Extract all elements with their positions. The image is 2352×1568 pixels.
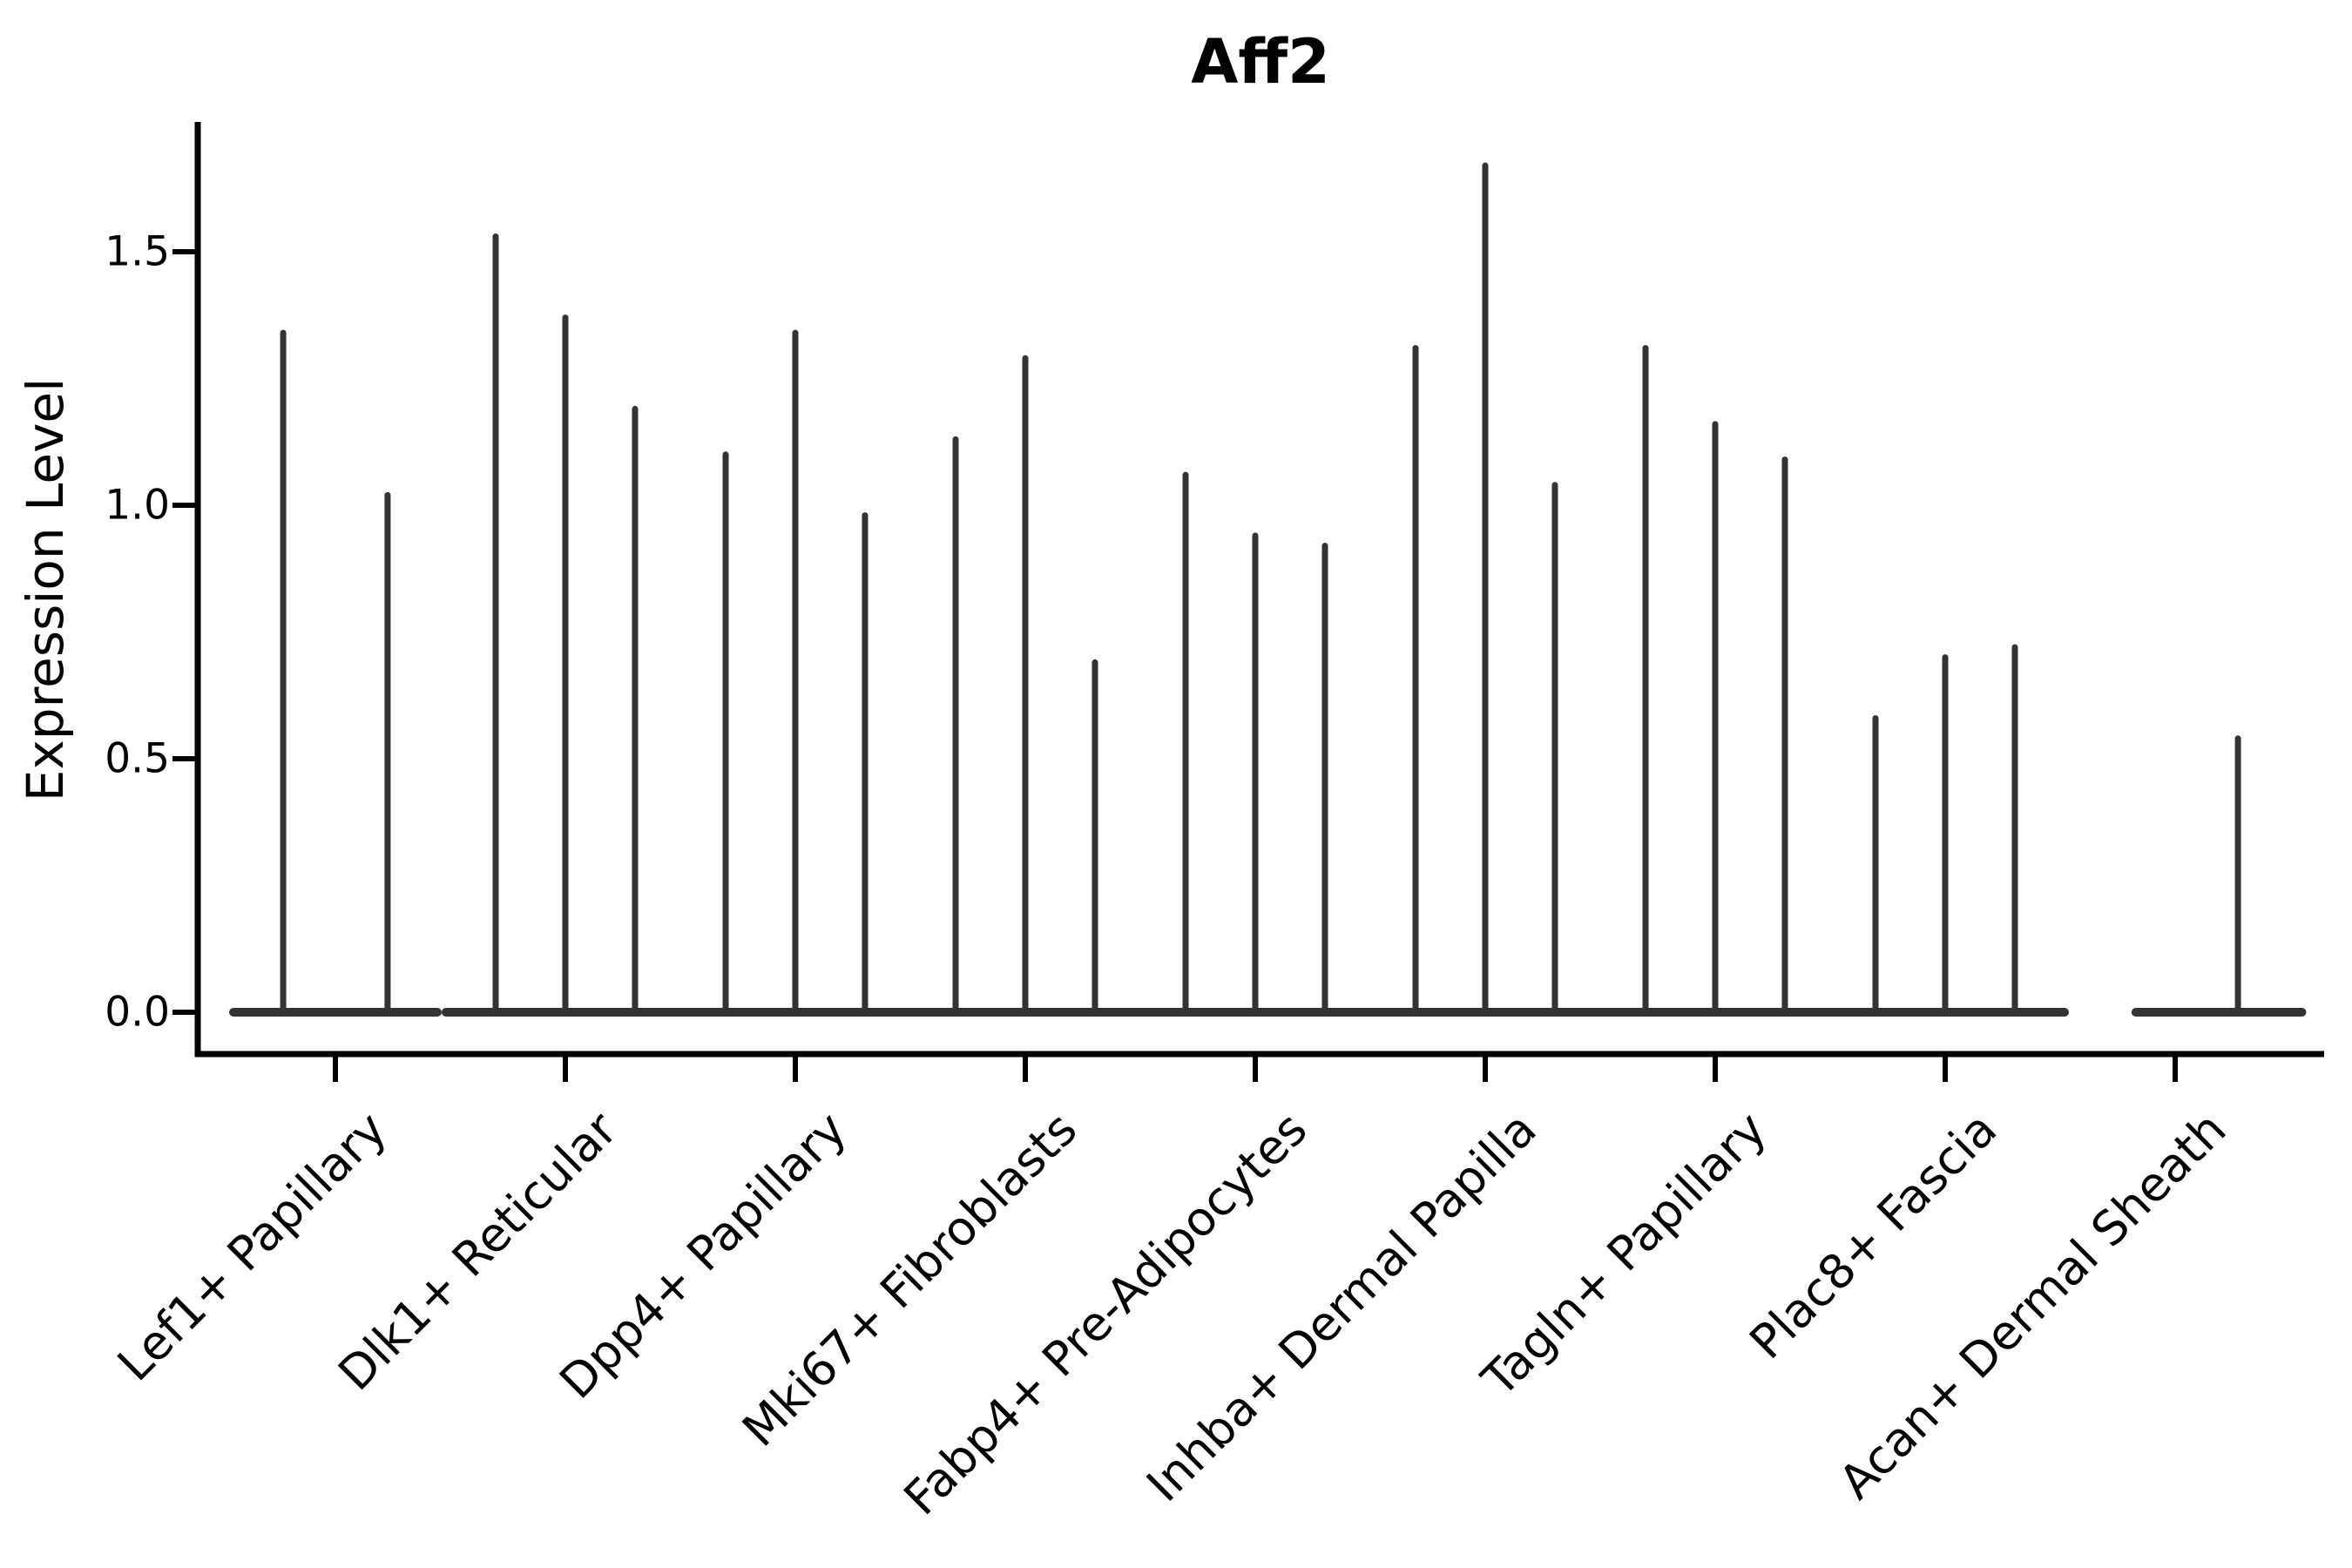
violin-base: [2131, 1008, 2307, 1017]
y-tick-label: 1.5: [105, 227, 170, 276]
violin-base: [229, 1008, 442, 1017]
y-tick-label: 0.0: [105, 988, 170, 1037]
plot-title: Aff2: [1191, 26, 1330, 98]
y-tick-label: 0.5: [105, 734, 170, 783]
y-tick-label: 1.0: [105, 481, 170, 530]
